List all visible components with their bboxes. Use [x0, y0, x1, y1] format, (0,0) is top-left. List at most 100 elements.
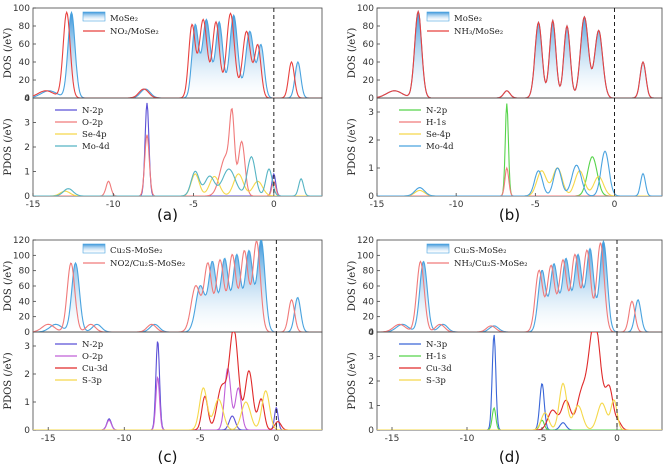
y-tick-label: 20: [19, 76, 31, 86]
legend-label: Cu₂S-MoSe₂: [110, 246, 162, 256]
dos-axis-title: DOS (/eV): [3, 28, 14, 79]
legend-label: O-2p: [82, 118, 104, 128]
series-line-s-3p: [377, 382, 662, 430]
x-tick-label: -10: [460, 434, 475, 444]
series-line-no2-cu-s-mose: [33, 240, 322, 332]
panel-b: 0 20 40 60 80 100 DOS (/eV) MoSe₂ NH₃/MoSe₂ 0 1 2 3P…: [347, 4, 663, 224]
pdos-frame: [32, 331, 323, 431]
y-tick-label: 3: [368, 353, 374, 363]
y-tick-label: 0: [24, 426, 30, 436]
series-line-nh-mose: [377, 9, 662, 98]
x-tick-label: -10: [449, 200, 464, 210]
x-tick-label: -10: [106, 200, 121, 210]
y-tick-label: 80: [363, 267, 375, 277]
y-tick-label: 0: [368, 328, 374, 338]
y-tick-label: 60: [363, 40, 375, 50]
series-line-n-2p: [33, 102, 322, 196]
legend-swatch: [426, 11, 450, 22]
series-fill-cu-s-mose: [33, 240, 322, 332]
series-line-cu-3d: [33, 332, 322, 430]
pdos-plot-area: [33, 332, 322, 430]
legend-label: NH₃/MoSe₂: [454, 27, 503, 37]
pdos-plot-area: [377, 103, 662, 196]
y-tick-label: 20: [363, 76, 375, 86]
y-tick-label: 2: [368, 136, 374, 146]
series-line-cu-3d: [377, 332, 662, 430]
pdos-axis-title: PDOS (/eV): [3, 118, 14, 175]
y-tick-label: 80: [19, 22, 31, 32]
y-tick-label: 40: [19, 297, 31, 307]
series-fill-cu-s-mose: [377, 241, 662, 332]
panel-label: (a): [157, 206, 178, 224]
series-line-s-3p: [33, 387, 322, 430]
legend-label: Mo-4d: [82, 142, 110, 152]
panel-label: (b): [499, 206, 520, 224]
legend-label: N-2p: [82, 340, 104, 350]
x-tick-label: -15: [26, 200, 41, 210]
y-tick-label: 2: [368, 377, 374, 387]
y-tick-label: 40: [363, 58, 375, 68]
x-tick-label: 0: [271, 200, 277, 210]
x-tick-label: -10: [117, 434, 132, 444]
y-tick-label: 0: [368, 192, 374, 202]
pdos-axis-title: PDOS (/eV): [3, 352, 14, 409]
pdos-axis-title: PDOS (/eV): [347, 352, 358, 409]
y-tick-label: 60: [363, 282, 375, 292]
y-tick-label: 0: [368, 94, 374, 104]
legend-label: MoSe₂: [454, 14, 482, 24]
dos-axis-title: DOS (/eV): [3, 261, 14, 312]
dos-axis-title: DOS (/eV): [347, 261, 358, 312]
x-tick-label: -15: [41, 434, 56, 444]
series-line-o-2p: [33, 107, 322, 196]
y-tick-label: 120: [357, 236, 374, 246]
series-line-n-2p: [377, 103, 662, 196]
legend-label: NH₃/Cu₂S-MoSe₂: [454, 259, 528, 269]
x-tick-label: -5: [189, 200, 198, 210]
legend-label: H-1s: [426, 118, 446, 128]
legend-label: O-2p: [82, 352, 104, 362]
y-tick-label: 4: [368, 328, 374, 338]
legend-label: H-1s: [426, 352, 446, 362]
pdos-plot-area: [377, 332, 662, 430]
y-tick-label: 1: [24, 398, 30, 408]
legend-label: Se-4p: [82, 130, 107, 140]
y-tick-label: 0: [368, 426, 374, 436]
series-line-n-2p: [33, 341, 322, 430]
y-tick-label: 80: [363, 22, 375, 32]
legend-label: S-3p: [426, 376, 446, 386]
y-tick-label: 3: [24, 342, 30, 352]
x-tick-label: -5: [531, 200, 540, 210]
series-line-n-3p: [377, 334, 662, 430]
pdos-axis-title: PDOS (/eV): [347, 118, 358, 175]
x-tick-label: 0: [274, 434, 280, 444]
y-tick-label: 1: [368, 164, 374, 174]
y-tick-label: 20: [19, 313, 31, 323]
y-tick-label: 0: [24, 328, 30, 338]
x-tick-label: -15: [385, 434, 400, 444]
legend-label: Cu₂S-MoSe₂: [454, 246, 506, 256]
legend-label: N-3p: [426, 340, 448, 350]
legend-label: Se-4p: [426, 130, 451, 140]
y-tick-label: 100: [357, 251, 374, 261]
y-tick-label: 100: [13, 251, 30, 261]
y-tick-label: 2: [24, 143, 30, 153]
series-line-se-4p: [33, 173, 322, 196]
x-tick-label: -5: [538, 434, 547, 444]
y-tick-label: 60: [19, 282, 31, 292]
y-tick-label: 40: [363, 297, 375, 307]
y-tick-label: 0: [24, 192, 30, 202]
x-tick-label: -15: [370, 200, 385, 210]
panel-label: (c): [158, 448, 178, 466]
y-tick-label: 100: [13, 4, 30, 14]
legend-label: NO2/Cu₂S-MoSe₂: [110, 259, 185, 269]
y-tick-label: 100: [357, 4, 374, 14]
y-tick-label: 1: [368, 402, 374, 412]
dos-plot-area: [33, 10, 322, 98]
y-tick-label: 60: [19, 40, 31, 50]
legend-label: MoSe₂: [110, 14, 138, 24]
series-fill-mose: [33, 12, 322, 98]
y-tick-label: 120: [13, 236, 30, 246]
y-tick-label: 1: [24, 168, 30, 178]
